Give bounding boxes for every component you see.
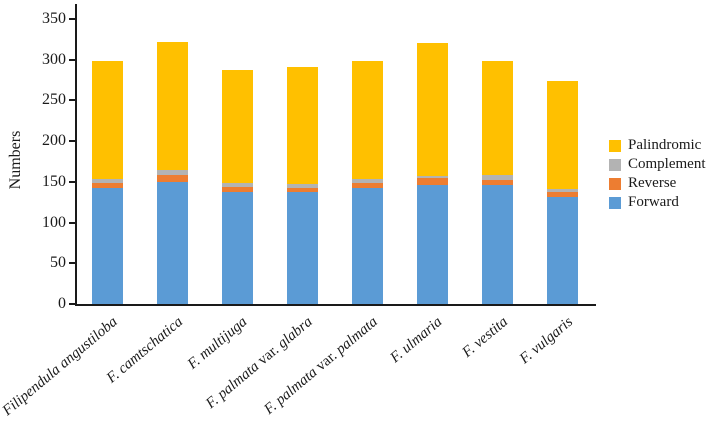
legend-swatch — [609, 158, 621, 171]
y-tick-label: 350 — [42, 10, 66, 27]
legend-item: Reverse — [609, 174, 706, 193]
bar-segment-complement — [222, 182, 253, 187]
y-tick-label: 300 — [42, 50, 66, 68]
legend-label: Reverse — [628, 175, 677, 191]
bar-segment-palindromic — [157, 41, 188, 171]
y-tick-label: 50 — [50, 254, 66, 272]
y-tick — [69, 99, 76, 102]
bar-segment-reverse — [417, 177, 448, 186]
bar-segment-palindromic — [482, 61, 513, 176]
bar-segment-palindromic — [92, 60, 123, 180]
bar-segment-forward — [287, 192, 318, 304]
bar-segment-palindromic — [352, 60, 383, 180]
y-tick-label: 200 — [42, 132, 66, 150]
legend-swatch — [609, 196, 621, 209]
y-tick-label: 150 — [42, 172, 66, 190]
bar-segment-palindromic — [417, 43, 448, 177]
bar-segment-complement — [482, 175, 513, 181]
y-tick — [69, 303, 76, 305]
bar-segment-forward — [417, 185, 448, 304]
y-axis-line — [75, 4, 77, 306]
x-axis-line — [75, 304, 596, 306]
legend-item: Complement — [609, 155, 706, 174]
bar-segment-reverse — [352, 182, 383, 189]
legend-label: Palindromic — [628, 137, 702, 153]
y-tick — [69, 18, 76, 20]
bar-segment-palindromic — [547, 80, 578, 190]
bar-segment-reverse — [482, 180, 513, 186]
x-category-label: F. multijuga — [185, 313, 251, 373]
bar-segment-forward — [482, 185, 513, 304]
y-tick — [69, 221, 76, 224]
bar-segment-reverse — [92, 183, 123, 189]
bar-segment-complement — [547, 189, 578, 193]
bar-segment-forward — [157, 181, 188, 304]
y-tick-label: 100 — [42, 213, 66, 231]
y-tick — [69, 180, 76, 183]
x-category-label: F. vulgaris — [516, 313, 576, 368]
bar-segment-complement — [417, 176, 448, 178]
bar-segment-complement — [287, 184, 318, 189]
bar-segment-complement — [157, 170, 188, 176]
bar-segment-forward — [352, 188, 383, 304]
y-tick — [69, 140, 76, 143]
x-category-label: F. ulmaria — [387, 313, 446, 367]
y-tick-label: 0 — [58, 295, 66, 312]
legend-label: Complement — [628, 156, 706, 172]
x-category-label: F. palmata var. palmata — [261, 313, 381, 418]
legend-item: Palindromic — [609, 136, 706, 155]
x-category-label: Filipendula angustiloba — [0, 313, 121, 420]
bar-segment-reverse — [157, 175, 188, 182]
bar-segment-forward — [547, 197, 578, 304]
y-tick — [69, 58, 76, 61]
bar-segment-reverse — [547, 192, 578, 198]
bar-segment-complement — [92, 179, 123, 184]
y-tick — [69, 262, 76, 265]
bar-segment-palindromic — [287, 67, 318, 185]
legend-swatch — [609, 139, 621, 152]
bar-segment-forward — [92, 188, 123, 304]
legend: Palindromic Complement Reverse Forward — [609, 136, 706, 212]
y-tick-label: 250 — [42, 91, 66, 109]
legend-item: Forward — [609, 193, 706, 212]
bar-segment-complement — [352, 179, 383, 183]
legend-swatch — [609, 177, 621, 190]
legend-label: Forward — [628, 194, 679, 210]
bar-segment-palindromic — [222, 70, 253, 183]
bar-segment-forward — [222, 191, 253, 304]
x-category-label: F. vestita — [459, 313, 511, 361]
bar-segment-reverse — [222, 186, 253, 192]
bar-segment-reverse — [287, 188, 318, 193]
